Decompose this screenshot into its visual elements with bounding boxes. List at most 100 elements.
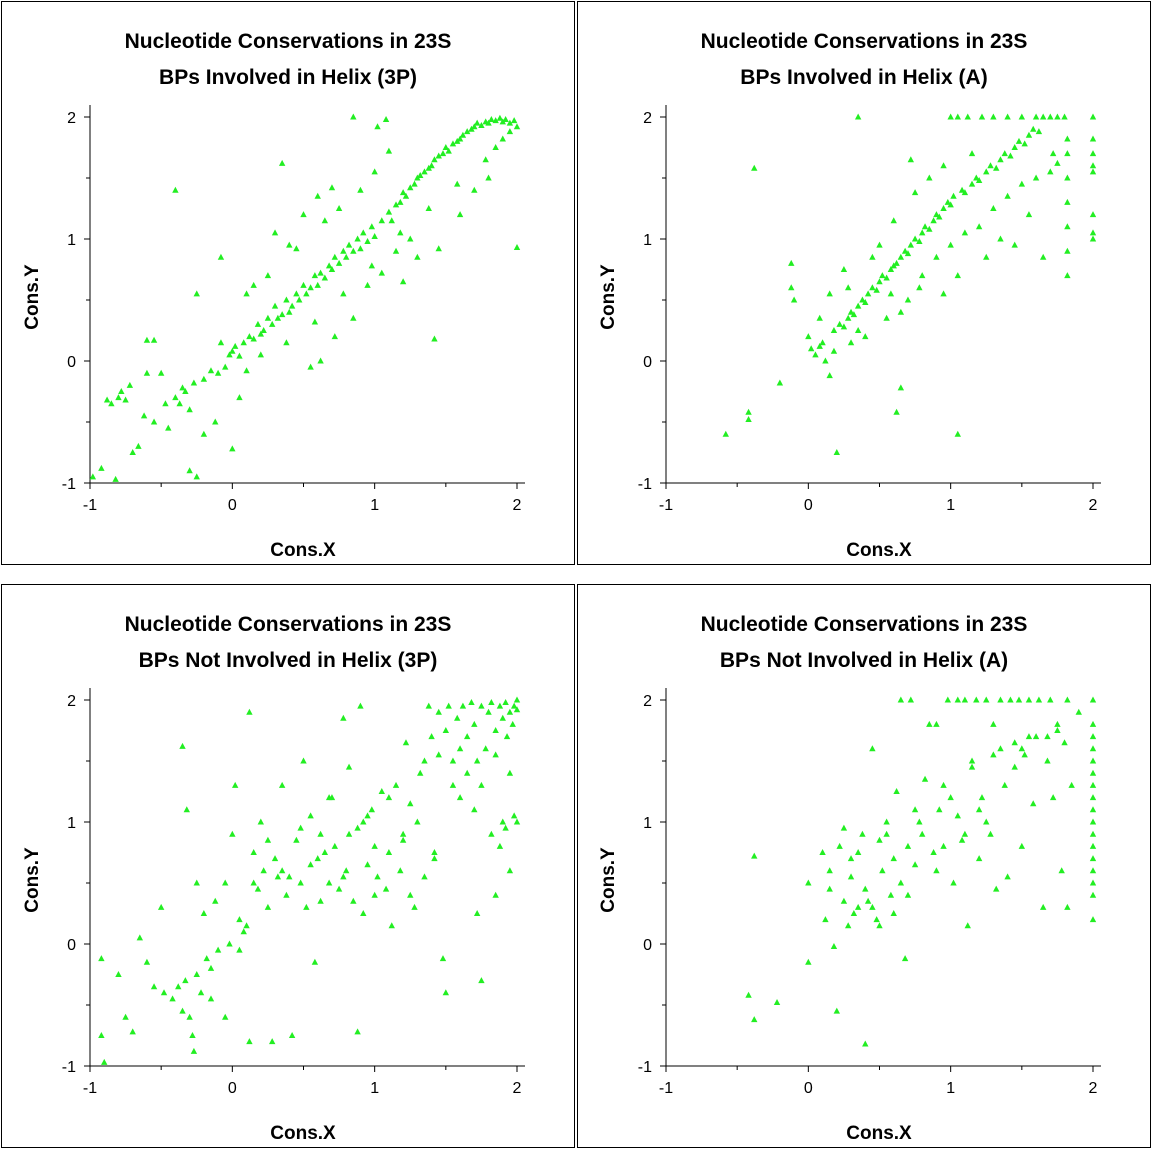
data-point (143, 958, 151, 965)
data-point (317, 357, 324, 364)
y-axis-label: Cons.Y (22, 264, 43, 330)
data-point (897, 253, 905, 260)
y-tick-label: 2 (67, 110, 76, 127)
data-point (449, 757, 457, 764)
data-point (468, 698, 475, 705)
data-point (340, 714, 347, 721)
data-point (317, 897, 324, 904)
data-point (98, 1032, 105, 1038)
data-point (844, 314, 852, 321)
data-point (350, 897, 357, 904)
data-point (303, 903, 310, 910)
data-point (1021, 140, 1028, 147)
data-point (973, 174, 980, 181)
data-point (307, 861, 314, 868)
data-point (1064, 903, 1071, 910)
chart-subtitle: BPs Not Involved in Helix (3P) (139, 649, 438, 672)
data-point (1089, 229, 1097, 236)
data-point (983, 168, 990, 175)
x-tick-label: 0 (804, 1080, 813, 1097)
data-point (751, 852, 758, 859)
data-point (854, 849, 862, 855)
data-point (428, 733, 435, 740)
data-point (890, 910, 897, 916)
data-point (1015, 696, 1023, 703)
data-point (478, 781, 485, 788)
data-point (496, 842, 504, 849)
data-point (790, 296, 798, 303)
plot-area: -1 0 1 2 -1 0 1 2 (62, 105, 525, 514)
data-point (1061, 113, 1068, 120)
data-point (431, 849, 438, 855)
data-point (122, 1013, 129, 1020)
data-point (190, 379, 198, 386)
data-point (314, 281, 321, 288)
data-point (1044, 733, 1051, 740)
data-point (229, 830, 236, 837)
data-point (1089, 211, 1097, 218)
data-point (961, 696, 969, 703)
data-point (492, 117, 499, 124)
data-point (463, 769, 471, 776)
data-point (417, 172, 424, 179)
y-axis-label: Cons.Y (22, 847, 43, 913)
data-point (471, 123, 478, 130)
data-point (157, 369, 165, 376)
data-point (997, 696, 1004, 703)
data-point (217, 253, 225, 260)
data-point (482, 745, 489, 752)
data-point (904, 296, 912, 303)
data-point (513, 244, 521, 251)
data-point (311, 272, 319, 279)
data-point (193, 879, 200, 886)
data-point (944, 198, 952, 205)
data-point (869, 284, 876, 291)
data-point (893, 408, 900, 415)
data-point (488, 698, 495, 705)
data-point (805, 333, 812, 340)
data-point (919, 229, 926, 236)
data-point (836, 842, 843, 849)
data-point (897, 696, 905, 703)
data-point (926, 174, 933, 181)
data-point (343, 253, 350, 260)
data-point (278, 867, 286, 874)
data-point (826, 372, 833, 379)
data-point (473, 757, 481, 764)
data-point (431, 855, 438, 862)
data-point (805, 879, 812, 886)
data-point (492, 891, 499, 898)
x-tick-label: 1 (946, 497, 955, 514)
data-point (407, 235, 414, 242)
data-point (844, 922, 852, 929)
data-point (268, 1038, 276, 1045)
data-point (240, 339, 247, 346)
data-point (101, 1058, 108, 1065)
data-point (98, 955, 105, 962)
data-point (1004, 873, 1011, 880)
data-point (1089, 135, 1097, 142)
data-point (887, 266, 895, 272)
x-tick-label: -1 (659, 497, 673, 514)
data-point (463, 128, 471, 135)
data-point (1039, 113, 1047, 120)
data-point (250, 335, 257, 342)
data-point (1089, 867, 1097, 874)
data-point (862, 298, 869, 305)
data-point (904, 891, 912, 898)
data-point (1039, 253, 1047, 260)
data-point (317, 269, 324, 276)
x-tick-label: 2 (513, 497, 522, 514)
y-tick-label: 2 (67, 693, 76, 710)
data-point (933, 867, 940, 874)
data-point (214, 369, 222, 376)
data-point (459, 702, 467, 709)
data-point (890, 855, 897, 862)
data-point (1001, 781, 1008, 788)
data-point (911, 806, 919, 813)
data-point (1018, 180, 1026, 187)
data-point (1089, 855, 1097, 862)
data-point (1054, 113, 1061, 120)
data-point (1032, 174, 1040, 181)
data-point (314, 192, 321, 199)
